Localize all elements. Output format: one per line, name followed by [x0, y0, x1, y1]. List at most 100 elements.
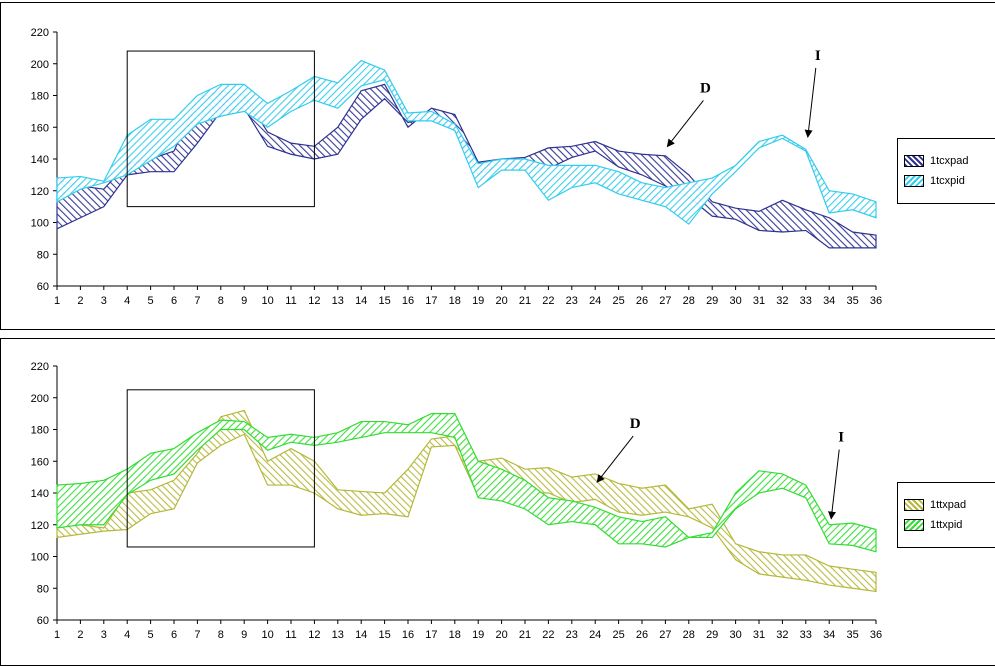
x-tick-label: 24: [589, 295, 601, 307]
chart-panel-top: 60 80 100 120 140 160 180 200 220 1 2 3 4 5 6 7 8 9 10 11 12…: [0, 2, 995, 330]
y-tick-label: 80: [37, 249, 49, 261]
x-tick-label: 21: [519, 295, 531, 307]
x-tick-label: 33: [800, 629, 812, 641]
highlight-box: [126, 50, 315, 208]
x-tick-label: 11: [285, 629, 296, 641]
x-tick-label: 15: [378, 629, 390, 641]
x-tick-label: 14: [355, 629, 367, 641]
y-tick-label: 140: [31, 154, 49, 166]
x-tick-label: 30: [729, 629, 741, 641]
x-tick-label: 7: [194, 295, 200, 307]
x-tick-label: 17: [425, 629, 437, 641]
x-tick-label: 18: [449, 295, 461, 307]
x-tick-label: 8: [218, 295, 224, 307]
x-tick-label: 20: [495, 629, 507, 641]
x-tick-label: 29: [706, 295, 718, 307]
x-tick-label: 21: [519, 629, 531, 641]
x-tick-label: 33: [800, 295, 812, 307]
x-tick-label: 24: [589, 629, 601, 641]
legend-item-1ttxpad: 1ttxpad: [904, 497, 966, 513]
x-tick-label: 5: [148, 295, 154, 307]
x-tick-label: 13: [332, 295, 344, 307]
annotation-arrow: [596, 435, 634, 483]
annotation-arrow: [666, 100, 704, 148]
x-tick-label: 9: [241, 295, 247, 307]
x-tick-label: 16: [402, 295, 414, 307]
x-tick-label: 3: [101, 629, 107, 641]
x-tick-label: 35: [846, 295, 858, 307]
x-tick-label: 34: [823, 629, 835, 641]
x-tick-label: 19: [472, 629, 484, 641]
legend-swatch: [904, 155, 924, 167]
x-tick-label: 25: [612, 295, 624, 307]
x-tick-label: 3: [101, 295, 107, 307]
annotation-arrow: [804, 67, 817, 138]
x-tick-label: 23: [566, 629, 578, 641]
y-tick-label: 180: [31, 91, 49, 103]
x-tick-label: 35: [846, 629, 858, 641]
legend-swatch: [904, 519, 924, 531]
x-tick-label: 12: [308, 629, 320, 641]
legend-bottom: 1ttxpad 1ttxpid: [897, 482, 995, 548]
y-tick-label: 180: [31, 425, 49, 437]
x-tick-label: 31: [753, 629, 765, 641]
x-tick-label: 18: [449, 629, 461, 641]
y-tick-label: 140: [31, 488, 49, 500]
y-tick-label: 200: [31, 393, 49, 405]
x-tick-label: 28: [683, 295, 695, 307]
annotation-arrow: [828, 449, 840, 520]
x-tick-label: 2: [77, 295, 83, 307]
x-tick-label: 22: [542, 295, 554, 307]
annotation-label-I: I: [815, 48, 821, 64]
x-tick-label: 7: [194, 629, 200, 641]
y-tick-label: 160: [31, 456, 49, 468]
legend-swatch: [904, 175, 924, 187]
legend-item-1tcxpid: 1tcxpid: [904, 173, 965, 189]
y-tick-label: 200: [31, 59, 49, 71]
highlight-box: [126, 389, 315, 548]
x-tick-label: 36: [870, 295, 882, 307]
x-tick-label: 32: [776, 629, 788, 641]
y-tick-label: 60: [37, 281, 49, 293]
x-tick-label: 17: [425, 295, 437, 307]
band-1tcxpad: [56, 83, 877, 249]
x-tick-label: 2: [77, 629, 83, 641]
x-tick-label: 1: [54, 295, 60, 307]
legend-top: 1tcxpad 1tcxpid: [897, 138, 995, 204]
x-tick-label: 26: [636, 295, 648, 307]
annotation-label-I: I: [838, 430, 844, 446]
x-tick-label: 5: [148, 629, 154, 641]
y-tick-label: 220: [31, 27, 49, 39]
x-tick-label: 11: [285, 295, 296, 307]
panel-border: [0, 2, 995, 330]
x-tick-label: 31: [753, 295, 765, 307]
y-tick-label: 100: [31, 218, 49, 230]
x-tick-label: 4: [124, 295, 130, 307]
y-tick-label: 120: [31, 520, 49, 532]
x-tick-label: 4: [124, 629, 130, 641]
x-tick-label: 22: [542, 629, 554, 641]
x-tick-label: 23: [566, 295, 578, 307]
chart-panel-bottom: 60 80 100 120 140 160 180 200 220 1 2 3 4 5 6 7 8 9 10 11 12…: [0, 338, 995, 666]
y-tick-label: 220: [31, 361, 49, 373]
x-tick-label: 8: [218, 629, 224, 641]
legend-label: 1tcxpid: [930, 175, 965, 187]
annotation-label-D: D: [700, 80, 711, 96]
x-tick-label: 27: [659, 295, 671, 307]
legend-label: 1ttxpad: [930, 499, 967, 511]
legend-item-1tcxpad: 1tcxpad: [904, 153, 969, 169]
x-tick-label: 29: [706, 629, 718, 641]
legend-item-1ttxpid: 1ttxpid: [904, 517, 962, 533]
x-tick-label: 15: [378, 295, 390, 307]
legend-label: 1tcxpad: [930, 155, 969, 167]
x-tick-label: 14: [355, 295, 367, 307]
y-tick-label: 100: [31, 552, 49, 564]
legend-swatch: [904, 499, 924, 511]
annotation-label-D: D: [630, 416, 641, 432]
x-tick-label: 9: [241, 629, 247, 641]
x-tick-label: 20: [495, 295, 507, 307]
x-tick-label: 6: [171, 629, 177, 641]
y-tick-label: 60: [37, 615, 49, 627]
x-tick-label: 10: [261, 295, 273, 307]
